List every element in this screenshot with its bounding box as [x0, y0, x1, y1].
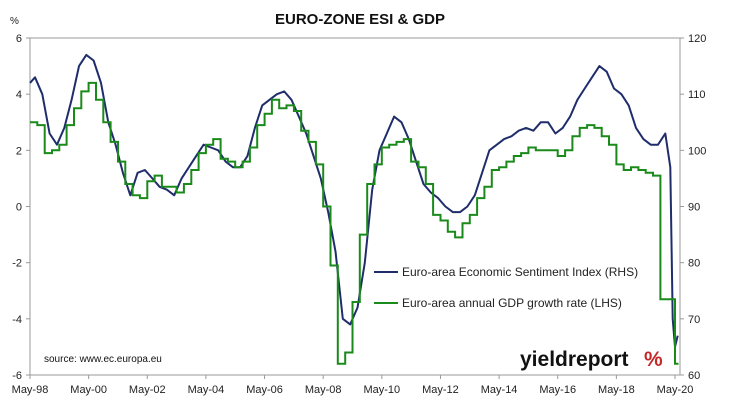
right-tick-label: 80 [688, 258, 700, 270]
x-tick-label: May-18 [598, 384, 635, 396]
right-tick-label: 120 [688, 33, 706, 45]
left-tick-label: -2 [12, 258, 22, 270]
source-note: source: www.ec.europa.eu [44, 354, 162, 365]
right-tick-label: 60 [688, 370, 700, 382]
right-tick-label: 90 [688, 202, 700, 214]
left-tick-label: -4 [12, 314, 22, 326]
right-axis: 120 110 100 90 80 70 60 [680, 33, 706, 382]
x-tick-label: May-98 [12, 384, 49, 396]
x-tick-label: May-16 [539, 384, 576, 396]
series-line-esi [29, 53, 679, 348]
left-tick-label: -6 [12, 370, 22, 382]
x-tick-label: May-00 [70, 384, 107, 396]
left-tick-label: 6 [16, 33, 22, 45]
chart-title: EURO-ZONE ESI & GDP [275, 11, 445, 28]
x-tick-label: May-14 [481, 384, 518, 396]
x-tick-label: May-08 [305, 384, 342, 396]
x-tick-label: May-10 [363, 384, 400, 396]
legend: Euro-area Economic Sentiment Index (RHS)… [374, 265, 638, 310]
x-tick-label: May-06 [246, 384, 283, 396]
right-tick-label: 100 [688, 145, 706, 157]
x-tick-label: May-20 [657, 384, 694, 396]
plot-area [29, 37, 681, 376]
x-tick-label: May-02 [129, 384, 166, 396]
left-tick-label: 2 [16, 145, 22, 157]
left-tick-label: 4 [16, 89, 22, 101]
x-tick-label: May-12 [422, 384, 459, 396]
right-tick-label: 70 [688, 314, 700, 326]
brand-mark: % [644, 348, 663, 371]
x-tick-label: May-04 [188, 384, 225, 396]
left-axis: 6 4 2 0 -2 -4 -6 [12, 33, 30, 382]
legend-label-gdp: Euro-area annual GDP growth rate (LHS) [402, 296, 622, 310]
x-axis: May-98 May-00 May-02 May-04 May-06 May-08 May-… [12, 375, 694, 396]
brand-logo: yieldreport % [520, 348, 663, 371]
series-layer [29, 53, 679, 365]
left-axis-unit: % [10, 16, 19, 27]
brand-name: yieldreport [520, 348, 629, 371]
left-tick-label: 0 [16, 202, 22, 214]
legend-label-esi: Euro-area Economic Sentiment Index (RHS) [402, 265, 638, 279]
series-line-gdp [30, 81, 679, 365]
right-tick-label: 110 [688, 89, 706, 101]
